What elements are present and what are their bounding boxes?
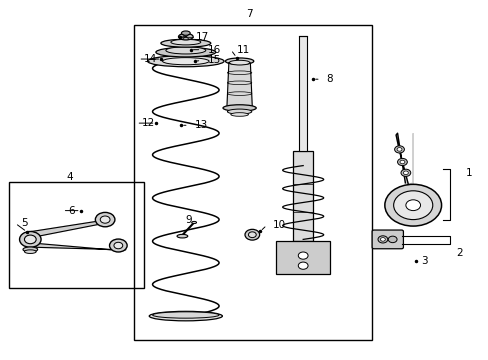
- Polygon shape: [226, 63, 252, 108]
- Ellipse shape: [230, 113, 248, 116]
- Text: 9: 9: [184, 215, 191, 225]
- Polygon shape: [32, 214, 114, 237]
- Circle shape: [100, 216, 110, 223]
- Text: 16: 16: [207, 45, 220, 55]
- Text: 13: 13: [194, 120, 207, 130]
- FancyBboxPatch shape: [371, 230, 403, 249]
- Bar: [293, 151, 312, 241]
- FancyBboxPatch shape: [276, 241, 329, 274]
- Ellipse shape: [152, 312, 219, 318]
- Ellipse shape: [161, 39, 210, 47]
- Circle shape: [405, 200, 420, 211]
- Circle shape: [298, 262, 307, 269]
- Ellipse shape: [147, 56, 224, 67]
- Text: 10: 10: [272, 220, 285, 230]
- Circle shape: [20, 231, 41, 247]
- Ellipse shape: [170, 39, 201, 45]
- Polygon shape: [395, 133, 412, 184]
- Circle shape: [298, 252, 307, 259]
- Bar: [299, 36, 306, 151]
- Text: 4: 4: [66, 172, 73, 182]
- Bar: [134, 25, 371, 340]
- Ellipse shape: [165, 47, 205, 54]
- Text: 1: 1: [465, 168, 472, 178]
- Text: 3: 3: [421, 256, 427, 266]
- Circle shape: [397, 158, 407, 166]
- Ellipse shape: [177, 234, 187, 238]
- Text: 7: 7: [245, 9, 252, 19]
- Circle shape: [396, 148, 401, 151]
- Circle shape: [95, 212, 115, 227]
- Circle shape: [403, 171, 407, 175]
- Text: 17: 17: [195, 32, 208, 42]
- Ellipse shape: [181, 31, 190, 35]
- Ellipse shape: [225, 58, 253, 64]
- Circle shape: [109, 239, 127, 252]
- Polygon shape: [32, 242, 125, 250]
- Text: 5: 5: [21, 218, 28, 228]
- Text: 8: 8: [326, 74, 333, 84]
- Ellipse shape: [156, 48, 215, 57]
- Text: 14: 14: [144, 54, 157, 64]
- Ellipse shape: [229, 60, 249, 65]
- Ellipse shape: [223, 105, 256, 111]
- Text: 12: 12: [142, 118, 155, 128]
- Circle shape: [24, 235, 36, 244]
- Ellipse shape: [24, 250, 36, 253]
- Ellipse shape: [191, 221, 196, 224]
- Circle shape: [394, 146, 404, 153]
- Text: 11: 11: [236, 45, 249, 55]
- Ellipse shape: [162, 58, 209, 65]
- Ellipse shape: [23, 247, 38, 252]
- Circle shape: [399, 160, 404, 164]
- Ellipse shape: [178, 33, 193, 40]
- Circle shape: [384, 184, 441, 226]
- Bar: [9, 182, 144, 288]
- Circle shape: [393, 191, 432, 220]
- Ellipse shape: [227, 109, 251, 114]
- Circle shape: [400, 169, 410, 176]
- Circle shape: [244, 229, 259, 240]
- Circle shape: [114, 242, 122, 249]
- Circle shape: [387, 236, 396, 243]
- Circle shape: [380, 238, 385, 241]
- Text: 2: 2: [455, 248, 462, 258]
- Ellipse shape: [149, 311, 222, 321]
- Circle shape: [248, 232, 256, 238]
- Text: 15: 15: [207, 55, 220, 66]
- Circle shape: [377, 236, 387, 243]
- Text: 6: 6: [68, 206, 75, 216]
